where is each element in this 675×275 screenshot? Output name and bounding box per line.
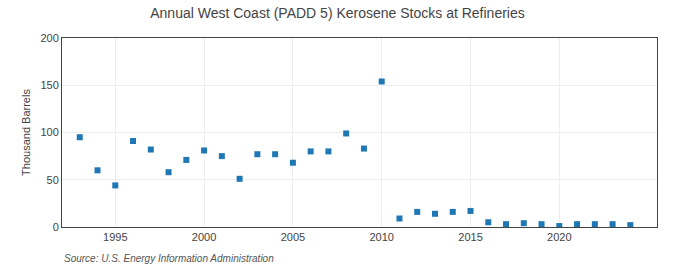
svg-text:0: 0	[53, 221, 59, 233]
svg-text:2020: 2020	[547, 231, 571, 243]
svg-text:2005: 2005	[281, 231, 305, 243]
svg-text:Thousand Barrels: Thousand Barrels	[20, 89, 32, 176]
svg-text:150: 150	[40, 79, 58, 91]
svg-text:Source: U.S. Energy Informatio: Source: U.S. Energy Information Administ…	[64, 253, 274, 264]
svg-text:50: 50	[47, 174, 59, 186]
svg-text:100: 100	[40, 126, 58, 138]
svg-text:2015: 2015	[458, 231, 482, 243]
svg-text:200: 200	[40, 32, 58, 44]
svg-text:2000: 2000	[192, 231, 216, 243]
svg-text:Annual West Coast (PADD 5) Ker: Annual West Coast (PADD 5) Kerosene Stoc…	[150, 5, 525, 21]
svg-text:1995: 1995	[103, 231, 127, 243]
svg-text:2010: 2010	[369, 231, 393, 243]
